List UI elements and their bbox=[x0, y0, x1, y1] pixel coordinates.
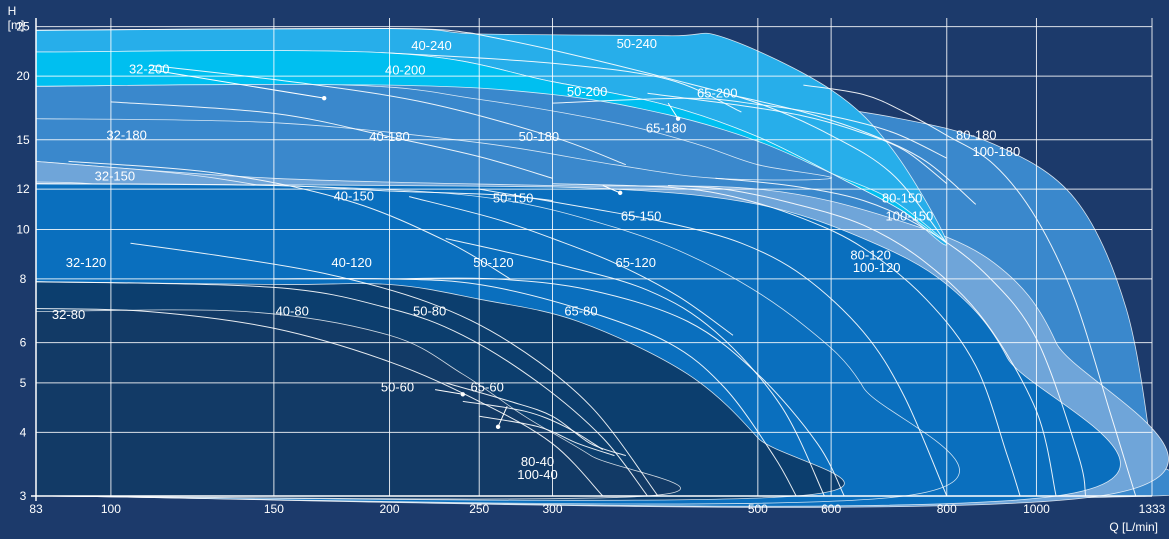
performance-curve bbox=[552, 183, 1021, 497]
performance-curve bbox=[149, 64, 626, 166]
region-label: 50-60 bbox=[381, 379, 414, 394]
region-label: 40-240 bbox=[411, 38, 451, 53]
region-label: 50-80 bbox=[413, 304, 446, 319]
performance-curve bbox=[479, 415, 615, 457]
y-axis-title: H bbox=[8, 4, 17, 18]
region-area bbox=[35, 309, 681, 500]
region-label: 32-150 bbox=[95, 169, 135, 184]
x-axis-ticks: 83 100 150 200 250 300 500 600 800 1000 1333 bbox=[29, 502, 1165, 516]
x-tick-label: 100 bbox=[101, 502, 121, 516]
leader-dot bbox=[617, 190, 623, 196]
leader-dot bbox=[675, 116, 681, 121]
region-label: 32-200 bbox=[129, 62, 169, 77]
performance-curve bbox=[479, 188, 948, 497]
x-axis-title: Q [L/min] bbox=[1109, 520, 1158, 534]
region-label: 40-200 bbox=[385, 63, 425, 78]
y-tick-label: 8 bbox=[20, 272, 27, 286]
performance-curve bbox=[668, 185, 1057, 497]
x-tick-label: 200 bbox=[380, 502, 400, 516]
x-tick-label: 1333 bbox=[1139, 502, 1166, 516]
performance-curve bbox=[35, 308, 604, 497]
y-tick-label: 5 bbox=[20, 376, 27, 390]
region-label: 100-180 bbox=[972, 144, 1020, 159]
performance-curve bbox=[552, 97, 948, 159]
y-axis-ticks: 3 4 5 6 8 10 12 15 20 25 bbox=[16, 20, 30, 503]
label-leaders bbox=[149, 69, 681, 430]
y-tick-label: 15 bbox=[16, 133, 30, 147]
region-labels: 40-240 50-240 32-200 40-200 50-200 65-200 32-1… bbox=[52, 36, 1020, 482]
x-tick-label: 300 bbox=[542, 502, 562, 516]
region-label: 100-150 bbox=[886, 209, 934, 224]
region-label: 65-60 bbox=[471, 379, 504, 394]
region-label: 50-150 bbox=[493, 191, 533, 206]
region-label: 65-150 bbox=[621, 209, 661, 224]
region-label: 65-200 bbox=[697, 85, 737, 100]
y-tick-label: 10 bbox=[16, 223, 30, 237]
y-tick-label: 4 bbox=[20, 425, 27, 439]
x-tick-label: 500 bbox=[748, 502, 768, 516]
region-label: 50-240 bbox=[617, 36, 657, 51]
performance-curve bbox=[715, 177, 1087, 497]
region-label: 40-120 bbox=[331, 255, 371, 270]
performance-curve bbox=[68, 160, 511, 280]
leader-line bbox=[667, 102, 679, 119]
performance-curve bbox=[408, 196, 734, 336]
region-label: 50-180 bbox=[519, 129, 559, 144]
region-label: 100-120 bbox=[853, 260, 901, 275]
region-label: 40-80 bbox=[276, 304, 309, 319]
leader-line bbox=[497, 406, 508, 428]
region-label: 80-40 bbox=[521, 454, 554, 469]
performance-curve bbox=[647, 92, 948, 185]
region-label: 80-150 bbox=[882, 191, 922, 206]
region-label: 100-40 bbox=[517, 467, 557, 482]
performance-curve bbox=[445, 238, 825, 497]
performance-curve bbox=[724, 92, 977, 205]
region-label: 65-80 bbox=[564, 304, 597, 319]
performance-curve bbox=[110, 101, 553, 179]
performance-curve bbox=[35, 27, 472, 34]
region-label: 80-180 bbox=[956, 127, 996, 142]
y-tick-label: 3 bbox=[20, 489, 27, 503]
y-tick-label: 20 bbox=[16, 69, 30, 83]
performance-curve bbox=[130, 242, 659, 497]
region-label: 32-180 bbox=[106, 127, 146, 142]
leader-line bbox=[602, 185, 621, 194]
y-tick-label: 12 bbox=[16, 182, 30, 196]
x-tick-label: 800 bbox=[937, 502, 957, 516]
region-label: 65-120 bbox=[615, 255, 655, 270]
performance-curve bbox=[35, 281, 648, 497]
region-label: 80-120 bbox=[850, 247, 890, 262]
leader-dot bbox=[495, 424, 501, 430]
region-label: 50-200 bbox=[567, 84, 607, 99]
performance-curve bbox=[389, 52, 742, 113]
region-label: 40-150 bbox=[334, 189, 374, 204]
y-axis-unit: [m] bbox=[8, 18, 25, 32]
leader-line bbox=[149, 69, 325, 99]
x-tick-label: 600 bbox=[821, 502, 841, 516]
performance-curve bbox=[803, 84, 1137, 497]
region-label: 65-180 bbox=[646, 120, 686, 135]
y-tick-label: 25 bbox=[16, 20, 30, 34]
leader-line bbox=[434, 389, 463, 395]
region-label: 50-120 bbox=[473, 255, 513, 270]
region-label: 32-80 bbox=[52, 307, 85, 322]
y-tick-label: 6 bbox=[20, 336, 27, 350]
leader-dot bbox=[321, 95, 327, 101]
region-label: 32-120 bbox=[66, 255, 106, 270]
region-area bbox=[35, 83, 832, 181]
x-tick-label: 150 bbox=[264, 502, 284, 516]
x-tick-label: 83 bbox=[29, 502, 43, 516]
performance-curve bbox=[462, 400, 604, 451]
performance-regions bbox=[35, 27, 1169, 508]
leader-dot bbox=[460, 392, 466, 397]
x-tick-label: 250 bbox=[469, 502, 489, 516]
region-label: 40-180 bbox=[369, 129, 409, 144]
grid-lines bbox=[31, 18, 1153, 501]
x-tick-label: 1000 bbox=[1023, 502, 1050, 516]
